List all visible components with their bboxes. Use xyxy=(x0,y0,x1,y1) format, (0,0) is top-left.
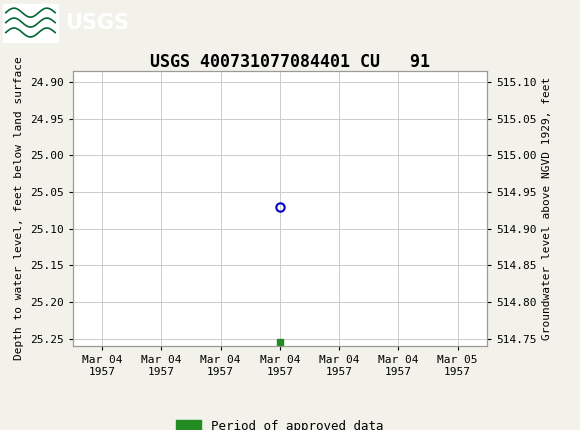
Legend: Period of approved data: Period of approved data xyxy=(171,415,389,430)
Text: USGS 400731077084401 CU   91: USGS 400731077084401 CU 91 xyxy=(150,53,430,71)
Text: USGS: USGS xyxy=(65,12,129,33)
Y-axis label: Groundwater level above NGVD 1929, feet: Groundwater level above NGVD 1929, feet xyxy=(542,77,552,340)
FancyBboxPatch shape xyxy=(3,3,58,42)
Y-axis label: Depth to water level, feet below land surface: Depth to water level, feet below land su… xyxy=(14,57,24,360)
